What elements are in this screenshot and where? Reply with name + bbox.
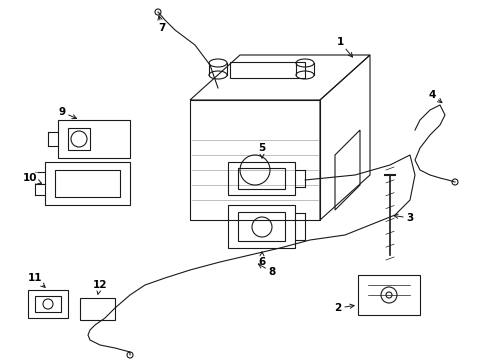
Text: 3: 3 (393, 213, 413, 223)
Text: 8: 8 (258, 264, 275, 277)
Text: 2: 2 (334, 303, 353, 313)
Text: 6: 6 (258, 252, 265, 267)
Text: 10: 10 (23, 173, 41, 184)
Text: 7: 7 (158, 16, 165, 33)
Text: 5: 5 (258, 143, 265, 158)
Text: 11: 11 (28, 273, 45, 287)
Text: 1: 1 (336, 37, 352, 57)
Text: 4: 4 (427, 90, 441, 103)
Text: 9: 9 (59, 107, 76, 119)
Text: 12: 12 (93, 280, 107, 294)
